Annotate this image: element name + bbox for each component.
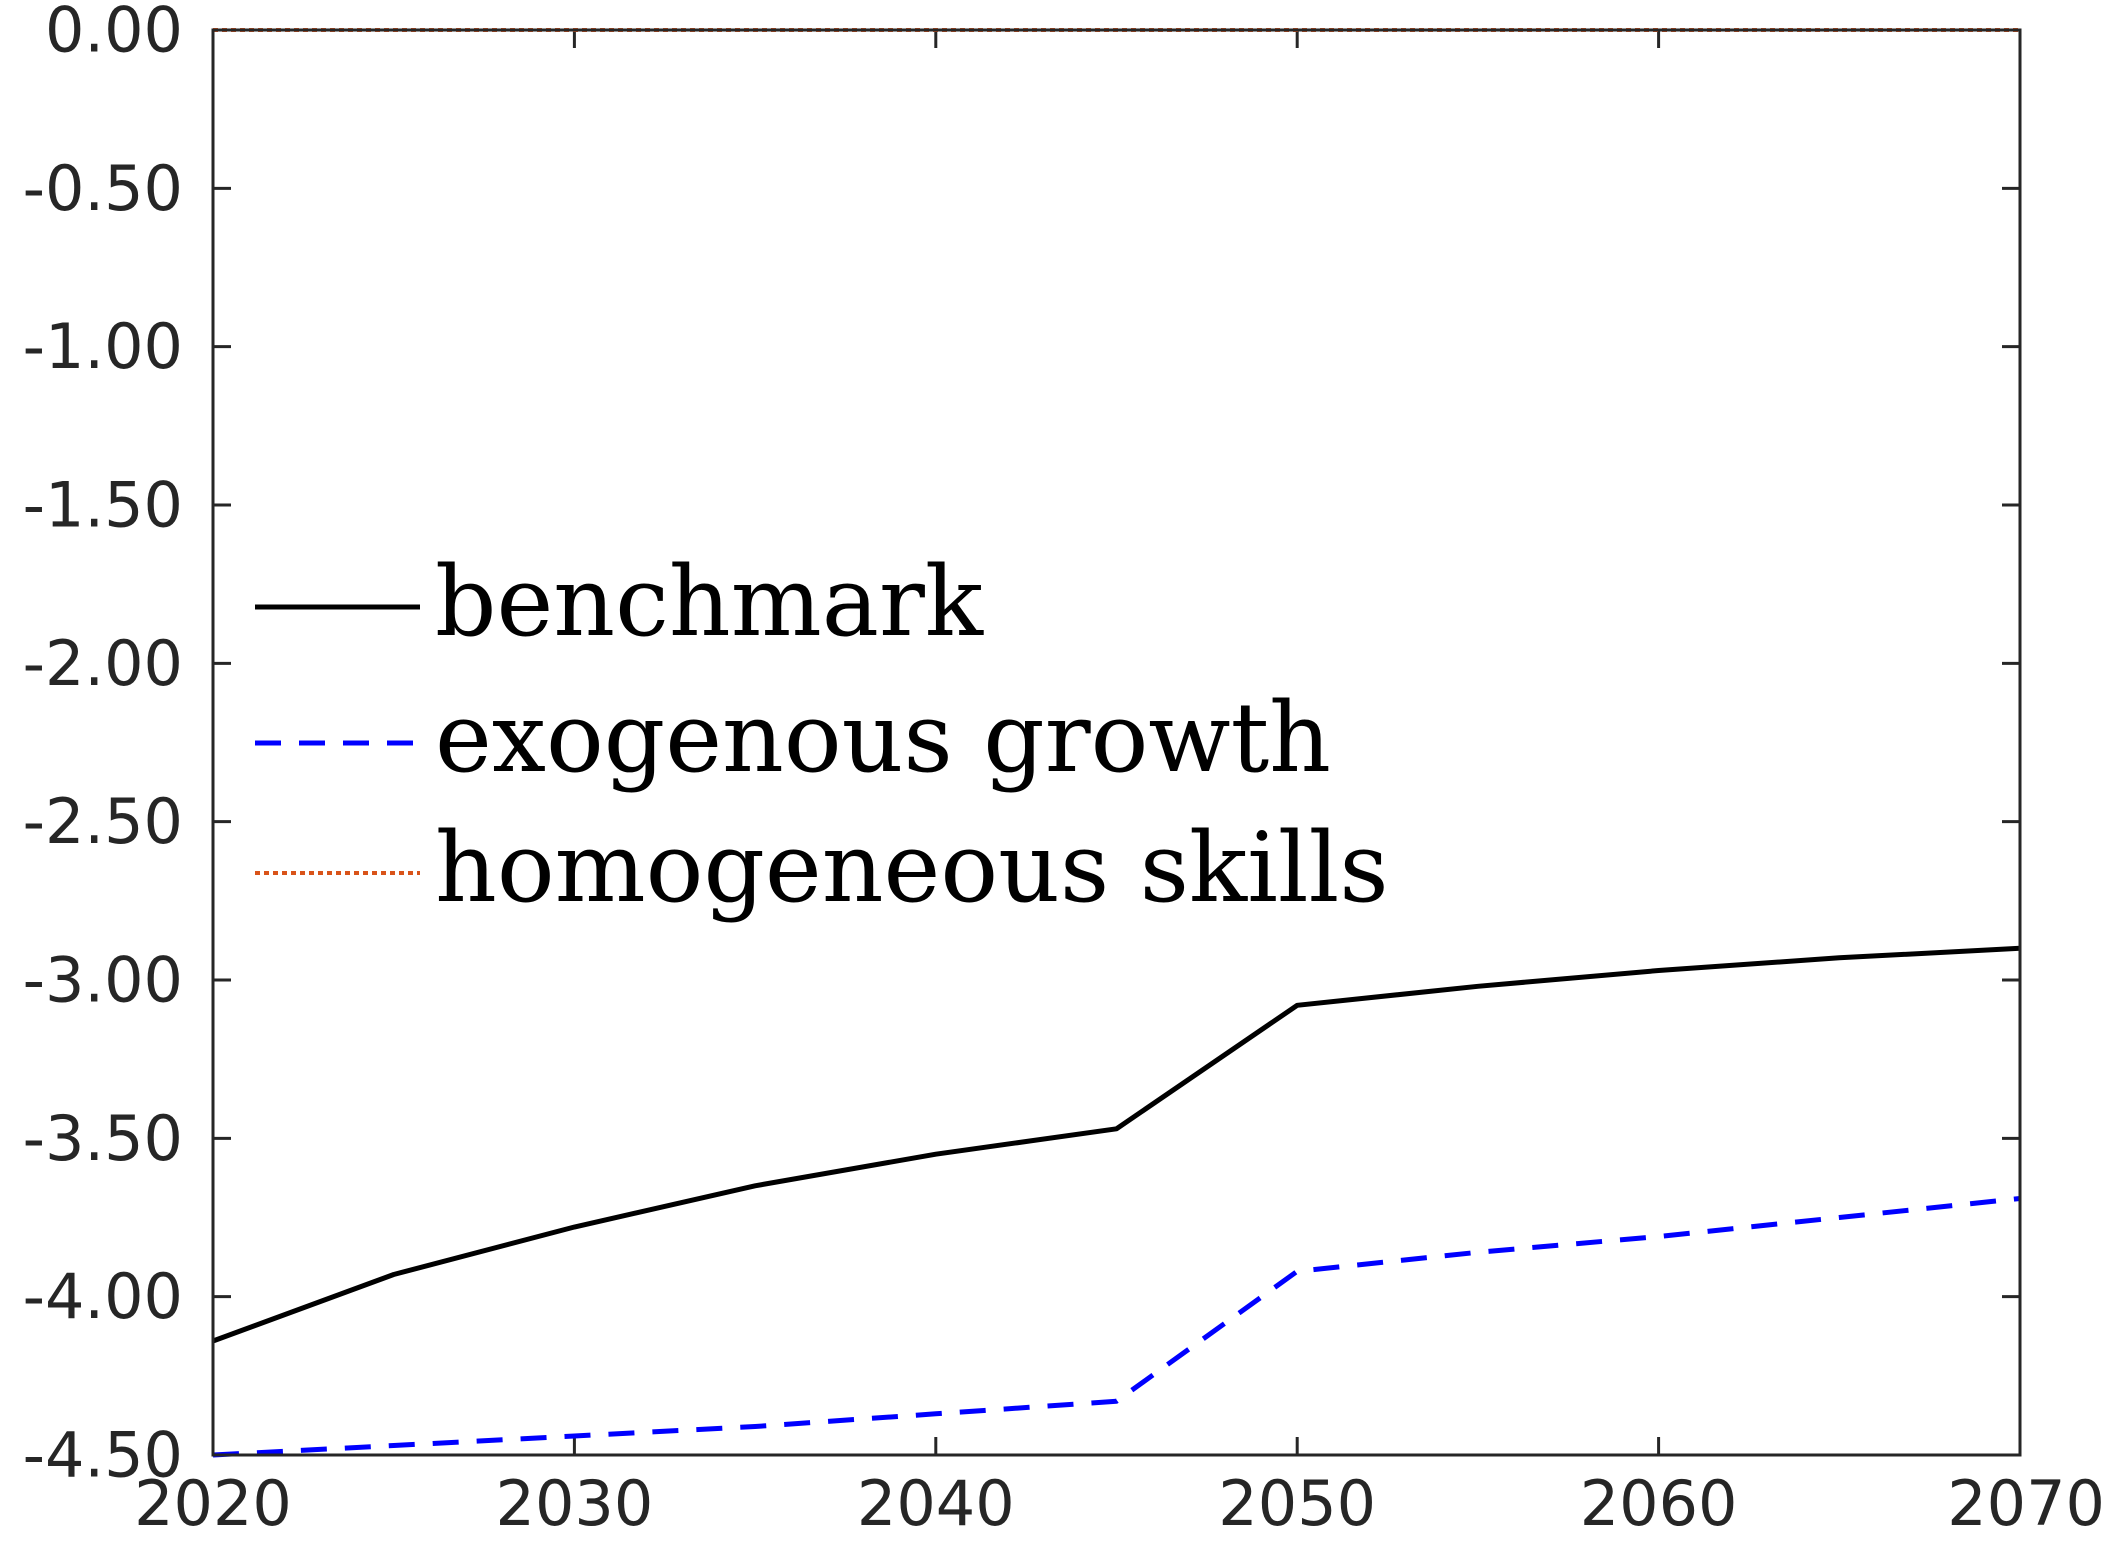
y-tick-label: 0.00 — [45, 0, 183, 67]
axes-box — [211, 28, 2022, 1457]
y-tick-label: -1.00 — [23, 310, 183, 383]
legend-label-exogenous-growth: exogenous growth — [435, 682, 1331, 794]
x-tick-label: 2070 — [1947, 1467, 2105, 1540]
y-tick-label: -2.50 — [23, 785, 183, 858]
y-tick-label: -4.00 — [23, 1260, 183, 1333]
x-tick-label: 2040 — [857, 1467, 1015, 1540]
x-tick-label: 2050 — [1218, 1467, 1376, 1540]
y-tick-label: -3.50 — [23, 1102, 183, 1175]
series-line-benchmark — [212, 945, 2021, 1344]
y-tick-label: -1.50 — [23, 469, 183, 542]
legend-label-homogeneous-skills: homogeneous skills — [435, 812, 1389, 924]
y-tick-label: -2.00 — [23, 627, 183, 700]
y-tick-labels: 0.00 -0.50 -1.00 -1.50 -2.00 -2.50 -3.00 -3.50 -… — [23, 0, 183, 1492]
y-tick-label: -0.50 — [23, 152, 183, 225]
x-tick-label: 2060 — [1580, 1467, 1738, 1540]
legend-label-benchmark: benchmark — [435, 546, 984, 658]
x-tick-labels: 2020 2030 2040 2050 2060 2070 — [134, 1467, 2105, 1540]
legend: benchmark exogenous growth homogeneous ski… — [255, 546, 1389, 924]
x-tick-label: 2020 — [134, 1467, 292, 1540]
x-tick-label: 2030 — [496, 1467, 654, 1540]
y-tick-label: -3.00 — [23, 944, 183, 1017]
series-line-exogenous-growth — [212, 1196, 2021, 1458]
plot-area — [213, 30, 2020, 1455]
y-tick-label: -4.50 — [23, 1419, 183, 1492]
